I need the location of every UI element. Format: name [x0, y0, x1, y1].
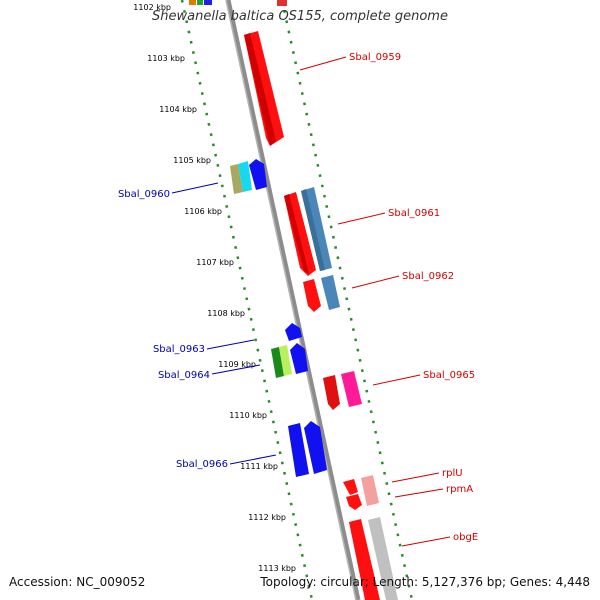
- forward-track-guide: [180, 0, 314, 600]
- gene-feature: [321, 275, 340, 310]
- gene-feature: [279, 345, 292, 376]
- gene-Sbal_0965: [323, 375, 340, 410]
- kbp-tick-labels: 1102 kbp 1103 kbp 1104 kbp 1105 kbp 1106…: [133, 3, 296, 573]
- accession-text: Accession: NC_009052: [9, 575, 146, 589]
- reverse-track-guide: [280, 0, 414, 600]
- tick-label: 1105 kbp: [173, 156, 211, 165]
- gene-feature: [249, 159, 267, 190]
- gene-labels: Sbal_0959 Sbal_0961 Sbal_0962 Sbal_0965 …: [118, 52, 478, 543]
- gene-Sbal_0964: [271, 347, 284, 378]
- gene-rpmA: [343, 479, 358, 495]
- gene-Sbal_0960: [230, 164, 243, 194]
- gene-feature: [368, 517, 398, 600]
- tick-label: 1111 kbp: [240, 462, 278, 471]
- gene-Sbal_0963: [285, 323, 302, 341]
- tick-label: 1112 kbp: [248, 513, 286, 522]
- gene-feature: [341, 371, 362, 407]
- gene-label: Sbal_0964: [158, 370, 210, 381]
- gene-label: rplU: [442, 468, 463, 479]
- gene-obgE: [349, 519, 380, 600]
- tick-label: 1109 kbp: [218, 360, 256, 369]
- gene-label: Sbal_0961: [388, 208, 440, 219]
- gene-label: Sbal_0966: [176, 459, 228, 470]
- tick-label: 1102 kbp: [133, 3, 171, 12]
- genome-summary-text: Topology: circular; Length: 5,127,376 bp…: [260, 575, 590, 589]
- gene-Sbal_0966: [288, 423, 309, 477]
- tick-label: 1104 kbp: [159, 105, 197, 114]
- gene-label: rpmA: [446, 484, 473, 495]
- gene-feature: [204, 0, 212, 5]
- gene-feature: [238, 161, 252, 192]
- gene-feature: [197, 0, 203, 5]
- gene-label: Sbal_0959: [349, 52, 401, 63]
- gene-label: Sbal_0960: [118, 189, 170, 200]
- gene-label: Sbal_0962: [402, 271, 454, 282]
- map-title: Shewanella baltica OS155, complete genom…: [152, 9, 448, 24]
- gene-feature: [346, 494, 362, 510]
- gene-feature: [304, 421, 327, 474]
- gene-label: obgE: [453, 532, 478, 543]
- gene-features: [189, 0, 398, 600]
- tick-label: 1108 kbp: [207, 309, 245, 318]
- gene-label: Sbal_0965: [423, 370, 475, 381]
- gene-feature: [189, 0, 196, 5]
- tick-label: 1110 kbp: [229, 411, 267, 420]
- gene-feature: [290, 343, 308, 374]
- tick-label: 1113 kbp: [258, 564, 296, 573]
- gene-feature: [277, 0, 287, 6]
- tick-label: 1103 kbp: [147, 54, 185, 63]
- gene-label: Sbal_0963: [153, 344, 205, 355]
- gene-rplU: [361, 475, 379, 506]
- tick-label: 1107 kbp: [196, 258, 234, 267]
- tick-label: 1106 kbp: [184, 207, 222, 216]
- label-leaders: [171, 56, 451, 547]
- gene-Sbal_0962: [303, 279, 321, 312]
- genome-backbone: [225, 0, 361, 600]
